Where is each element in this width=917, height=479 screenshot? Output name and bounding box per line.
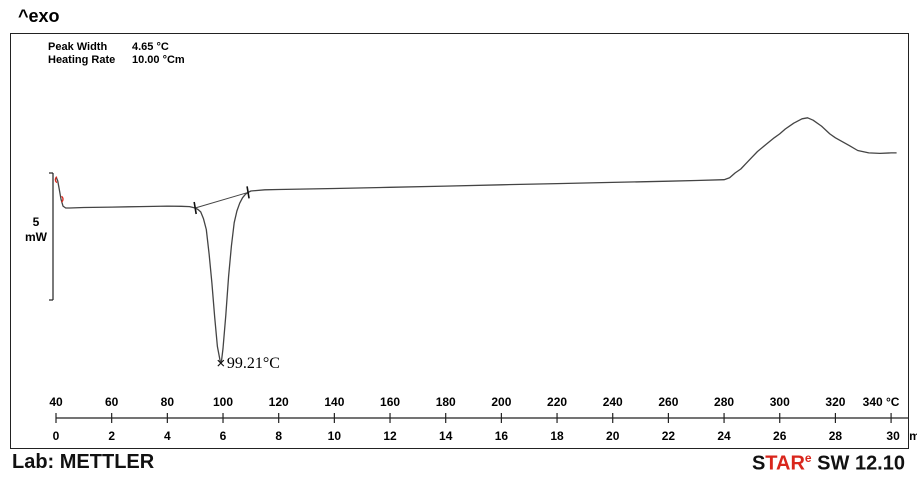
- exo-direction-label: ^exo: [18, 6, 60, 26]
- x-tick-label-temp: 160: [380, 395, 400, 409]
- x-tick-label-time: 16: [495, 429, 509, 443]
- x-tick-label-temp: 200: [491, 395, 511, 409]
- dsc-curve: [55, 117, 897, 364]
- x-tick-label-time: 2: [108, 429, 115, 443]
- peak-baseline: [195, 191, 249, 209]
- annotation-layer: 99.21°C: [217, 355, 280, 372]
- peak-width-label: Peak Width: [48, 41, 107, 53]
- peak-marker: [217, 359, 225, 367]
- scale-bar-unit: mW: [25, 230, 48, 244]
- star-tar: TAR: [765, 452, 805, 475]
- x-tick-label-temp: 120: [269, 395, 289, 409]
- x-tick-label-temp: 220: [547, 395, 567, 409]
- x-tick-label-temp: 80: [161, 395, 175, 409]
- x-tick-label-temp: 100: [213, 395, 233, 409]
- x-tick-label-temp: 180: [436, 395, 456, 409]
- integration-limit-marker: [246, 186, 250, 199]
- x-tick-label-time: 28: [829, 429, 843, 443]
- peak-width-value: 4.65 °C: [132, 41, 169, 53]
- x-tick-label-temp: 280: [714, 395, 734, 409]
- star-s: S: [751, 452, 766, 475]
- x-tick-label-time: 4: [164, 429, 171, 443]
- x-tick-label-temp: 260: [658, 395, 678, 409]
- x-tick-label-time: 12: [383, 429, 397, 443]
- x-tick-label-time: 0: [53, 429, 60, 443]
- heating-rate-value: 10.00 °Cm: [132, 54, 185, 66]
- x-tick-label-time: 8: [275, 429, 282, 443]
- x-tick-label-time: 22: [662, 429, 676, 443]
- curve-layer: [54, 117, 897, 364]
- x-tick-label-temp: 140: [324, 395, 344, 409]
- peak-temperature-label: 99.21°C: [227, 355, 280, 372]
- scale-bar-value: 5: [33, 215, 40, 229]
- x-tick-label-temp: 40: [49, 395, 63, 409]
- x-tick-label-temp: 340 °C: [863, 395, 900, 409]
- x-tick-label-time: 10: [328, 429, 342, 443]
- lab-label: Lab: METTLER: [12, 451, 155, 473]
- run-start-marker: [54, 176, 58, 184]
- scale-bar: 5 mW: [25, 172, 54, 301]
- x-tick-label-temp: 60: [105, 395, 119, 409]
- x-tick-label-temp: 300: [770, 395, 790, 409]
- x-tick-label-temp: 240: [603, 395, 623, 409]
- x-tick-label-temp: 320: [825, 395, 845, 409]
- x-tick-label-time: 6: [220, 429, 227, 443]
- x-tick-label-time: 14: [439, 429, 453, 443]
- x-tick-label-time: 26: [773, 429, 787, 443]
- time-unit-label: min: [909, 429, 917, 443]
- run-start-marker: [61, 195, 64, 203]
- x-axis: 40 60 80 100 120 140 160 180 200 220 240 260 280 300 3…: [49, 395, 917, 443]
- x-tick-label-time: 24: [717, 429, 731, 443]
- x-tick-label-time: 18: [550, 429, 564, 443]
- star-rest: SW 12.10: [811, 452, 905, 475]
- star-e: e: [804, 451, 812, 465]
- heating-rate-label: Heating Rate: [48, 54, 115, 66]
- x-tick-label-time: 30: [886, 429, 900, 443]
- integration-limit-marker: [193, 201, 197, 215]
- software-version: STARe SW 12.10: [752, 451, 905, 476]
- chart-frame: [10, 33, 909, 449]
- x-tick-label-time: 20: [606, 429, 620, 443]
